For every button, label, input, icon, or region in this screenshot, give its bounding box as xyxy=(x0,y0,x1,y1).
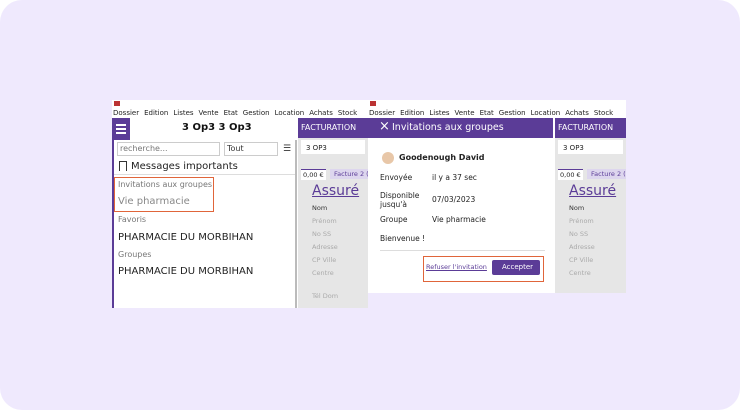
menu-item[interactable]: Listes xyxy=(173,109,194,117)
panel-title: FACTURATION xyxy=(558,123,614,132)
refuse-link[interactable]: Refuser l'invitation xyxy=(426,263,487,271)
code: 3 OP3 xyxy=(306,144,327,152)
search-box[interactable] xyxy=(117,142,220,156)
tab[interactable]: 0,00 € xyxy=(558,169,583,180)
panel-header xyxy=(555,118,626,138)
app-icon xyxy=(370,101,376,106)
search-placeholder[interactable]: recherche... xyxy=(120,144,168,153)
invitation-item[interactable]: Vie pharmacie xyxy=(118,196,190,207)
group-item[interactable]: PHARMACIE DU MORBIHAN xyxy=(118,266,254,277)
menu-item[interactable]: Gestion xyxy=(242,109,270,117)
row-value: Vie pharmacie xyxy=(432,215,486,224)
field-label: CP Ville xyxy=(312,256,337,264)
panel-header xyxy=(298,118,368,138)
code: 3 OP3 xyxy=(563,144,584,152)
separator xyxy=(114,174,295,175)
menu-item[interactable]: Etat xyxy=(479,109,494,117)
menu-item[interactable]: Achats xyxy=(309,109,333,117)
field-label: Nom xyxy=(312,204,328,212)
title: 3 Op3 3 Op3 xyxy=(182,122,252,133)
row-value: il y a 37 sec xyxy=(432,173,477,182)
screenshot-right: Dossier Edition Listes Vente Etat Gestion Loca… xyxy=(368,100,626,293)
menu-item[interactable]: Stock xyxy=(337,109,358,117)
message: Bienvenue ! xyxy=(380,234,426,243)
menu-item[interactable]: Location xyxy=(530,109,561,117)
panel-title: FACTURATION xyxy=(301,123,357,132)
code-box xyxy=(301,140,365,154)
billing-panel: FACTURATION 3 OP3 0,00 € Facture 2 ( Assuré N… xyxy=(555,118,626,293)
highlight xyxy=(423,256,544,282)
dialog-header xyxy=(368,118,553,138)
row-label: Envoyée xyxy=(380,173,413,182)
panel-divider xyxy=(295,140,297,308)
tab[interactable]: Facture 2 ( xyxy=(330,169,368,179)
menu-item[interactable]: Listes xyxy=(429,109,450,117)
dialog-title: Invitations aux groupes xyxy=(392,122,504,133)
accept-label[interactable]: Accepter xyxy=(502,263,534,271)
app-icon xyxy=(114,101,120,106)
avatar xyxy=(382,152,394,164)
field-label: No SS xyxy=(569,230,589,238)
filter-icon[interactable]: ☰ xyxy=(283,144,292,154)
menu-item[interactable]: Etat xyxy=(223,109,238,117)
billing-panel: FACTURATION 3 OP3 0,00 € Facture 2 ( Assuré N… xyxy=(298,118,368,308)
panel-border xyxy=(112,140,114,308)
field-label: Adresse xyxy=(312,243,338,251)
row-label: Disponible jusqu'à xyxy=(380,191,420,209)
heading: Assuré xyxy=(312,183,360,199)
menu-item[interactable]: Vente xyxy=(454,109,475,117)
field-label: Tél Dom xyxy=(312,292,339,300)
menu-item[interactable]: Achats xyxy=(565,109,589,117)
sender: Goodenough David xyxy=(399,153,485,162)
separator xyxy=(380,250,545,251)
code-box xyxy=(558,140,623,154)
highlight xyxy=(114,177,214,212)
favorite-item[interactable]: PHARMACIE DU MORBIHAN xyxy=(118,232,254,243)
close-icon[interactable]: × xyxy=(379,119,390,134)
hamburger[interactable] xyxy=(112,118,130,140)
filter-select[interactable] xyxy=(224,142,278,156)
tab[interactable]: Facture 2 ( xyxy=(587,169,626,179)
field-label: No SS xyxy=(312,230,332,238)
field-label: Centre xyxy=(312,269,334,277)
field-label: Centre xyxy=(569,269,591,277)
section-label: Groupes xyxy=(118,250,152,259)
field-label: Adresse xyxy=(569,243,595,251)
field-label: Prénom xyxy=(312,217,337,225)
menu-item[interactable]: Stock xyxy=(593,109,614,117)
field-label: CP Ville xyxy=(569,256,594,264)
menu-item[interactable]: Gestion xyxy=(498,109,526,117)
heading: Assuré xyxy=(569,183,617,199)
menu-item[interactable]: Dossier xyxy=(113,109,140,117)
row-value: 07/03/2023 xyxy=(432,195,476,204)
field-label: Nom xyxy=(569,204,585,212)
menu-item[interactable]: Edition xyxy=(400,109,425,117)
menu-item[interactable]: Location xyxy=(274,109,305,117)
accept-button[interactable] xyxy=(492,260,540,275)
tab[interactable]: 0,00 € xyxy=(301,169,326,180)
messages[interactable]: Messages importants xyxy=(131,161,238,172)
field-label: Prénom xyxy=(569,217,594,225)
bookmark-icon xyxy=(119,161,127,171)
menu-item[interactable]: Dossier xyxy=(369,109,396,117)
section-label: Invitations aux groupes xyxy=(118,180,213,189)
menu-item[interactable]: Vente xyxy=(198,109,219,117)
section-label: Favoris xyxy=(118,215,147,224)
screenshot-left: ☰ Dossier Edition Listes Vente Etat Gestion Lo… xyxy=(112,100,368,308)
menu-item[interactable]: Edition xyxy=(144,109,169,117)
filter-value[interactable]: Tout xyxy=(227,144,244,153)
row-label: Groupe xyxy=(380,215,408,224)
